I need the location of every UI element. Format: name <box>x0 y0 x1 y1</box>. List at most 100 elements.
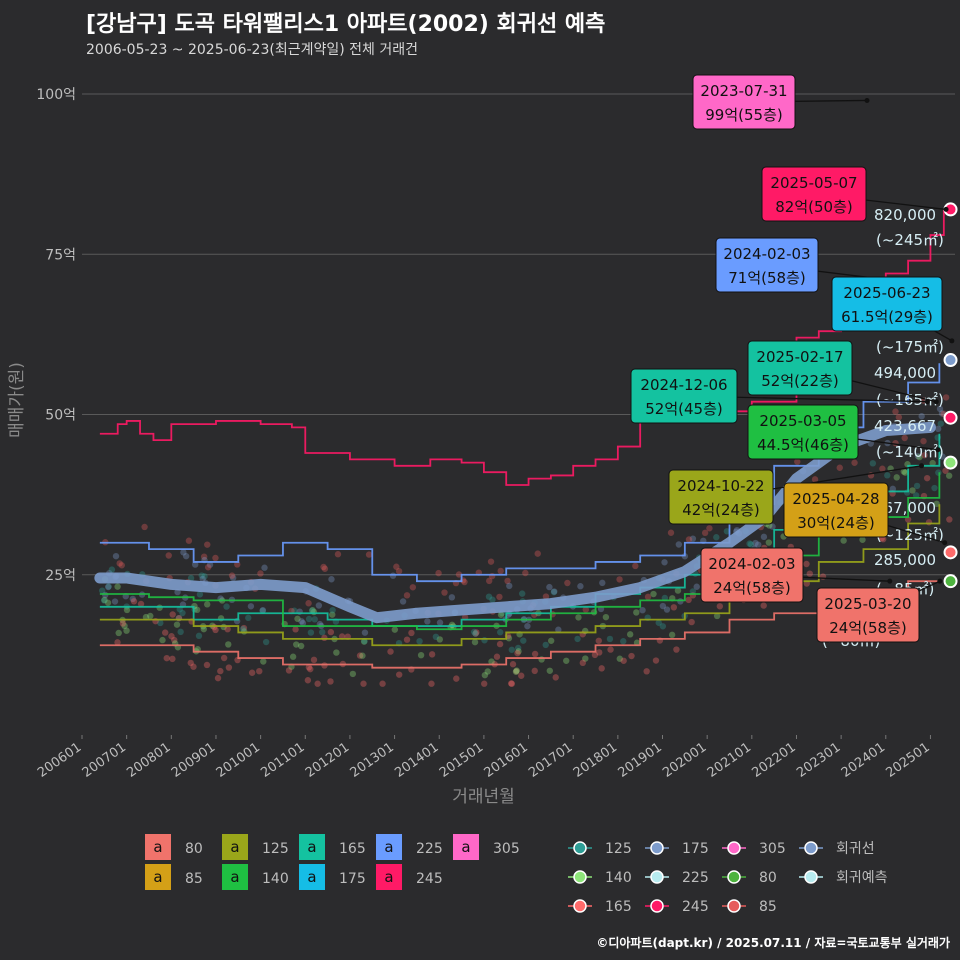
legend-glyph: a <box>153 868 162 886</box>
scatter-point <box>391 626 399 633</box>
scatter-point <box>706 525 713 532</box>
y-tick-label: 75억 <box>45 247 76 263</box>
scatter-point <box>643 668 650 675</box>
highlight-point <box>935 447 941 453</box>
forecast-end-marker <box>943 545 958 560</box>
scatter-point <box>531 667 538 675</box>
highlight-date: 2024-02-03 <box>723 245 810 263</box>
scatter-point <box>223 603 230 610</box>
scatter-point <box>359 652 366 659</box>
forecast-price: 820,000 <box>874 206 936 224</box>
scatter-point <box>212 554 219 562</box>
scatter-point <box>403 636 411 643</box>
scatter-point <box>723 528 731 535</box>
scatter-point <box>291 607 298 614</box>
scatter-point <box>321 662 328 669</box>
scatter-point <box>195 632 203 640</box>
scatter-point <box>248 669 256 676</box>
highlight-value: 61.5억(29층) <box>841 308 933 326</box>
scatter-point <box>327 628 335 636</box>
scatter-point <box>938 410 946 417</box>
scatter-point <box>481 680 488 687</box>
scatter-point <box>555 626 562 633</box>
scatter-point <box>224 625 231 633</box>
chart-title: [강남구] 도곡 타워팰리스1 아파트(2002) 회귀선 예측 <box>86 12 606 37</box>
scatter-point <box>225 641 232 648</box>
scatter-point <box>190 663 197 670</box>
scatter-point <box>320 563 327 571</box>
scatter-point <box>206 561 214 568</box>
scatter-point <box>591 651 599 659</box>
legend-label: 245 <box>416 871 443 887</box>
scatter-point <box>509 661 517 668</box>
scatter-point <box>329 606 336 614</box>
highlight-box <box>783 482 889 538</box>
legend-marker <box>804 870 818 884</box>
highlight-point <box>924 399 930 405</box>
scatter-point <box>200 553 208 560</box>
scatter-point <box>674 587 682 594</box>
scatter-point <box>307 665 314 673</box>
scatter-point <box>496 593 503 601</box>
scatter-point <box>159 636 166 644</box>
scatter-point <box>598 665 605 672</box>
x-tick-label: 202401 <box>839 740 888 781</box>
scatter-point <box>379 680 386 687</box>
scatter-point <box>934 425 942 433</box>
scatter-point <box>285 667 293 674</box>
scatter-point <box>112 552 120 560</box>
scatter-point <box>895 414 903 421</box>
scatter-point <box>470 628 478 636</box>
legend-label: 85 <box>759 899 777 915</box>
scatter-point <box>747 541 755 548</box>
legend-label: 140 <box>605 870 632 886</box>
scatter-point <box>522 569 529 577</box>
scatter-point <box>229 574 237 582</box>
x-tick-label: 200801 <box>124 740 173 781</box>
scatter-point <box>180 549 187 556</box>
scatter-point <box>507 680 515 687</box>
forecast-end-marker <box>943 455 958 470</box>
scatter-point <box>305 664 313 671</box>
scatter-point <box>311 616 318 623</box>
scatter-point <box>428 651 436 658</box>
scatter-point <box>497 567 504 575</box>
scatter-point <box>929 459 936 467</box>
scatter-point <box>512 668 520 675</box>
scatter-point <box>99 587 106 594</box>
legend-swatch-245 <box>376 864 402 890</box>
scatter-point <box>496 640 504 648</box>
scatter-point <box>942 394 950 401</box>
scatter-point <box>225 664 233 671</box>
scatter-point <box>760 602 767 609</box>
scatter-point <box>129 595 136 603</box>
scatter-point <box>508 646 515 653</box>
scatter-point <box>633 639 641 646</box>
y-tick-label: 25억 <box>45 568 76 584</box>
highlight-value: 99억(55층) <box>705 106 782 124</box>
scatter-point <box>435 569 442 577</box>
forecast-area: (~125㎡) <box>876 526 944 544</box>
highlight-value: 82억(50층) <box>775 198 852 216</box>
legend-label: 140 <box>262 871 289 887</box>
scatter-point <box>196 591 204 598</box>
highlight-date: 2024-12-06 <box>640 376 727 394</box>
legend-label: 80 <box>185 841 203 857</box>
scatter-point <box>936 405 944 413</box>
forecast-area: (~245㎡) <box>876 231 944 249</box>
x-tick-label: 201201 <box>303 740 352 781</box>
scatter-point <box>257 570 264 577</box>
scatter-point <box>408 629 415 637</box>
scatter-point <box>163 654 170 662</box>
scatter-point <box>701 529 709 537</box>
x-tick-label: 201801 <box>571 740 620 781</box>
scatter-point <box>575 614 582 621</box>
scatter-point <box>321 634 328 642</box>
scatter-point <box>670 604 678 611</box>
scatter-point <box>933 500 940 508</box>
scatter-point <box>632 562 639 570</box>
legend-label: 175 <box>339 871 366 887</box>
scatter-point <box>297 642 305 650</box>
scatter-point <box>633 609 640 616</box>
legend-marker <box>727 841 741 855</box>
